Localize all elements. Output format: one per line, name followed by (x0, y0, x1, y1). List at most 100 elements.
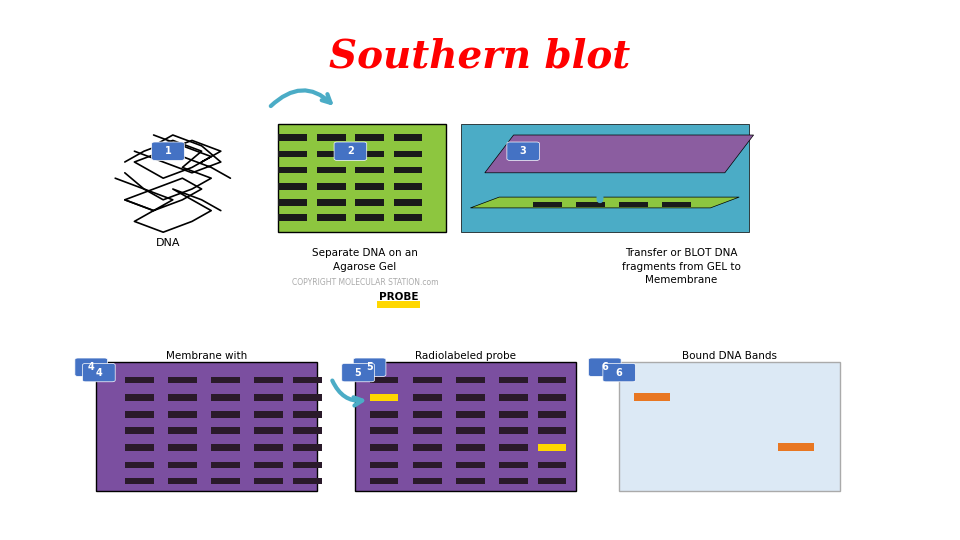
FancyBboxPatch shape (588, 358, 621, 376)
Bar (317, 214, 346, 221)
Bar (168, 462, 197, 468)
Bar (278, 167, 307, 173)
Bar (394, 134, 422, 141)
Bar (355, 134, 384, 141)
Bar (317, 167, 346, 173)
Bar (278, 183, 307, 190)
Text: 5: 5 (366, 362, 373, 372)
Text: 5: 5 (354, 368, 362, 377)
Bar (370, 377, 398, 383)
Bar (538, 444, 566, 451)
Bar (355, 214, 384, 221)
Bar (499, 444, 528, 451)
Bar (499, 462, 528, 468)
FancyBboxPatch shape (278, 124, 446, 232)
Bar (394, 199, 422, 206)
Bar (168, 377, 197, 383)
Bar (317, 199, 346, 206)
Bar (538, 411, 566, 418)
Bar (168, 394, 197, 401)
Bar (533, 202, 562, 207)
Bar (499, 478, 528, 484)
Bar (211, 377, 240, 383)
Bar (254, 394, 283, 401)
Bar (456, 444, 485, 451)
Bar (317, 183, 346, 190)
Bar (125, 462, 154, 468)
Text: Radiolabeled probe
Incubated with
Membrane: Radiolabeled probe Incubated with Membra… (415, 351, 516, 387)
FancyBboxPatch shape (96, 362, 317, 491)
Bar (370, 478, 398, 484)
Bar (456, 394, 485, 401)
Bar (355, 199, 384, 206)
Text: 4: 4 (87, 362, 95, 372)
Text: 2: 2 (347, 146, 354, 156)
Text: Membrane with
DNA bands
transferred to it: Membrane with DNA bands transferred to i… (165, 351, 248, 387)
Bar (456, 478, 485, 484)
Bar (499, 394, 528, 401)
Bar (317, 151, 346, 157)
Bar (211, 411, 240, 418)
Bar (634, 393, 670, 401)
Bar (370, 394, 398, 401)
Bar (370, 462, 398, 468)
Bar (168, 478, 197, 484)
Bar (293, 411, 322, 418)
FancyBboxPatch shape (619, 362, 840, 491)
Text: Southern blot: Southern blot (329, 38, 631, 76)
Bar (168, 444, 197, 451)
Bar (413, 377, 442, 383)
Bar (499, 377, 528, 383)
Bar (278, 134, 307, 141)
Bar (538, 462, 566, 468)
Bar (254, 444, 283, 451)
Bar (456, 411, 485, 418)
Bar (662, 202, 691, 207)
Bar (168, 427, 197, 434)
Bar (394, 214, 422, 221)
Bar (413, 478, 442, 484)
Bar (293, 377, 322, 383)
Bar (254, 478, 283, 484)
Text: 6: 6 (601, 362, 609, 372)
Bar (456, 377, 485, 383)
FancyBboxPatch shape (75, 358, 108, 376)
Bar (461, 124, 749, 232)
Bar (413, 444, 442, 451)
Bar (394, 151, 422, 157)
Bar (355, 151, 384, 157)
Text: PROBE: PROBE (378, 292, 419, 302)
Bar (278, 199, 307, 206)
Bar (355, 183, 384, 190)
FancyBboxPatch shape (152, 142, 184, 160)
Text: DNA: DNA (156, 238, 180, 248)
Bar (254, 427, 283, 434)
Bar (370, 411, 398, 418)
Bar (293, 444, 322, 451)
Bar (125, 394, 154, 401)
FancyArrowPatch shape (271, 90, 330, 106)
Bar (125, 377, 154, 383)
Bar (211, 394, 240, 401)
Bar (211, 444, 240, 451)
FancyBboxPatch shape (83, 363, 115, 382)
Text: 6: 6 (615, 368, 623, 377)
Bar (317, 134, 346, 141)
Text: 3: 3 (519, 146, 527, 156)
Bar (254, 462, 283, 468)
Bar (211, 427, 240, 434)
Bar (125, 427, 154, 434)
FancyBboxPatch shape (342, 363, 374, 382)
Polygon shape (470, 197, 739, 208)
Bar (456, 462, 485, 468)
Bar (619, 202, 648, 207)
Bar (456, 427, 485, 434)
Bar (293, 462, 322, 468)
Text: Separate DNA on an
Agarose Gel: Separate DNA on an Agarose Gel (312, 248, 418, 272)
Text: Bound DNA Bands
are Exposed on Film: Bound DNA Bands are Exposed on Film (677, 351, 782, 374)
Bar (370, 394, 398, 401)
Bar (394, 183, 422, 190)
Bar (293, 478, 322, 484)
Bar (293, 427, 322, 434)
Polygon shape (485, 135, 754, 173)
